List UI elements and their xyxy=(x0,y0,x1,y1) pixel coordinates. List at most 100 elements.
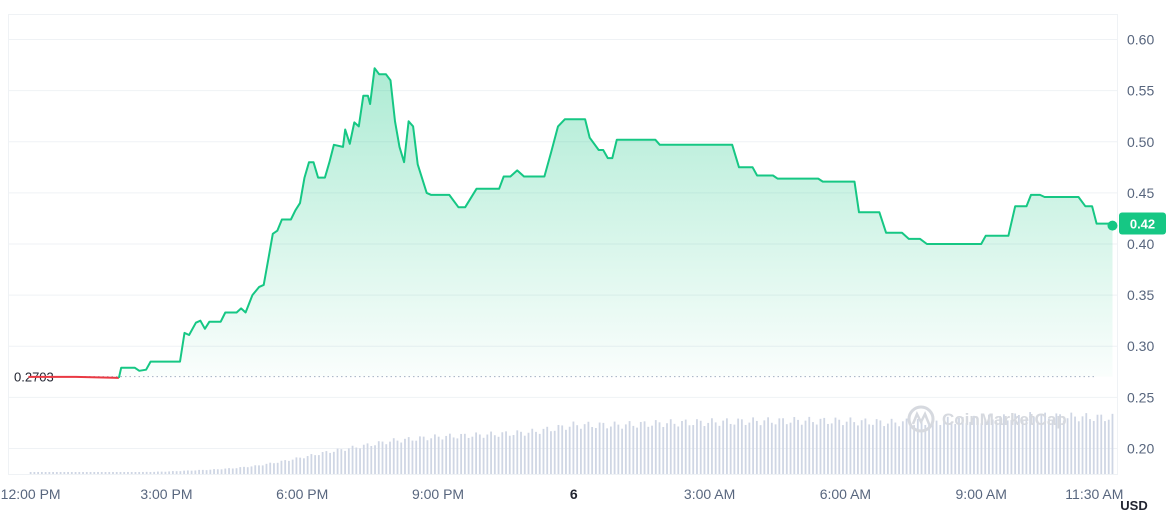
volume-bar xyxy=(295,457,298,474)
volume-bar xyxy=(381,441,384,474)
volume-bar xyxy=(112,472,114,474)
coinmarketcap-logo-wave xyxy=(911,410,931,425)
volume-bar xyxy=(1077,421,1080,474)
volume-bar xyxy=(804,420,807,474)
volume-bar xyxy=(553,430,556,474)
volume-bar xyxy=(74,472,77,474)
volume-bar xyxy=(830,423,833,474)
volume-bar xyxy=(1006,420,1009,474)
volume-bar xyxy=(823,417,826,474)
current-price-dot xyxy=(1107,220,1118,231)
volume-bar xyxy=(666,423,668,474)
price-area-fill xyxy=(118,68,1113,378)
volume-bar xyxy=(456,438,459,474)
volume-bar xyxy=(845,421,848,474)
volume-bar xyxy=(800,424,803,474)
volume-bar xyxy=(864,418,867,474)
y-tick-label: 0.45 xyxy=(1127,185,1154,201)
volume-bar xyxy=(385,444,388,474)
volume-bar xyxy=(774,424,777,474)
volume-bar xyxy=(647,426,650,474)
volume-bar xyxy=(78,472,81,474)
volume-bar xyxy=(497,436,500,474)
volume-bar xyxy=(662,427,665,474)
volume-bar xyxy=(651,425,653,474)
y-tick-label: 0.55 xyxy=(1127,83,1154,99)
volume-bar xyxy=(171,471,174,474)
volume-bar xyxy=(684,419,687,474)
x-tick-label: 9:00 PM xyxy=(412,486,464,502)
volume-bar xyxy=(890,418,893,474)
volume-bar xyxy=(216,469,219,474)
volume-bar xyxy=(100,472,103,474)
volume-bar xyxy=(1081,416,1084,474)
volume-bar xyxy=(958,417,960,474)
volume-bar xyxy=(175,471,178,474)
volume-bar xyxy=(437,436,440,474)
y-tick-label: 0.20 xyxy=(1127,440,1154,456)
volume-bar xyxy=(688,425,691,474)
volume-bar xyxy=(276,462,279,474)
volume-bar xyxy=(505,431,507,474)
volume-bar xyxy=(493,435,496,474)
volume-bar xyxy=(973,415,975,474)
volume-bar xyxy=(748,422,751,474)
volume-bar xyxy=(617,424,620,474)
volume-bar xyxy=(827,423,829,474)
volume-bar xyxy=(1100,414,1103,474)
volume-bar xyxy=(512,435,515,474)
volume-bar xyxy=(127,472,129,474)
volume-bar xyxy=(557,424,560,474)
volume-bar xyxy=(778,418,781,474)
volume-bar xyxy=(580,428,582,474)
volume-bar xyxy=(452,437,455,474)
volume-bars xyxy=(29,412,1114,474)
volume-bar xyxy=(1070,412,1073,474)
volume-bar xyxy=(542,428,545,474)
volume-bar xyxy=(1036,420,1039,474)
volume-bar xyxy=(924,424,927,474)
volume-bar xyxy=(711,418,713,474)
volume-bar xyxy=(486,434,489,474)
volume-bar xyxy=(1017,414,1020,474)
volume-bar xyxy=(104,472,107,474)
volume-bar xyxy=(280,460,283,474)
volume-bar xyxy=(969,421,972,474)
volume-bar xyxy=(531,428,534,474)
volume-bar xyxy=(370,446,373,474)
volume-bar xyxy=(740,419,743,474)
volume-bar xyxy=(325,451,328,474)
volume-bar xyxy=(310,454,313,474)
volume-bar xyxy=(314,455,317,474)
volume-bar xyxy=(980,423,983,474)
x-tick-label: 9:00 AM xyxy=(956,486,1007,502)
volume-bar xyxy=(355,447,358,474)
volume-bar xyxy=(770,422,773,474)
volume-bar xyxy=(392,438,395,474)
volume-bar xyxy=(868,424,871,474)
volume-bar xyxy=(273,463,275,474)
volume-bar xyxy=(797,419,799,474)
volume-bar xyxy=(527,432,530,474)
volume-bar xyxy=(220,469,223,474)
volume-bar xyxy=(1062,420,1065,474)
volume-bar xyxy=(63,472,66,474)
volume-bar xyxy=(613,421,616,474)
x-tick-label: 6:00 PM xyxy=(276,486,328,502)
volume-bar xyxy=(658,422,661,474)
x-tick-label: 6 xyxy=(570,486,578,502)
volume-bar xyxy=(434,434,436,474)
volume-bar xyxy=(1074,416,1076,474)
volume-bar xyxy=(905,418,908,474)
volume-bar xyxy=(763,420,766,474)
volume-bar xyxy=(991,419,994,474)
volume-bar xyxy=(935,420,938,474)
volume-bar xyxy=(550,431,552,474)
volume-bar xyxy=(460,433,463,474)
volume-bar xyxy=(714,422,717,474)
volume-bar xyxy=(70,472,73,474)
volume-bar xyxy=(1014,413,1017,474)
volume-bar xyxy=(946,416,949,474)
volume-bar xyxy=(142,471,144,474)
